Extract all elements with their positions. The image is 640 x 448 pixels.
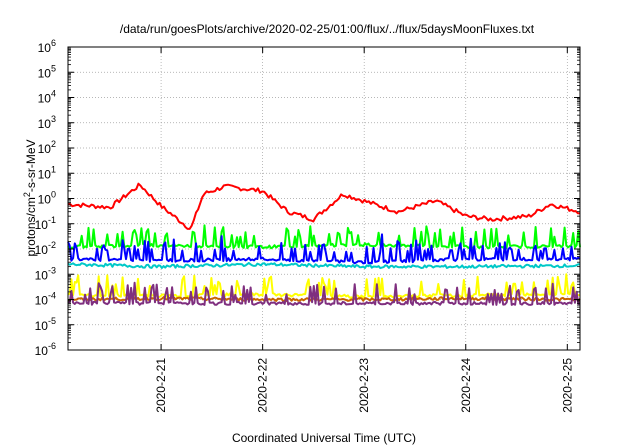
- y-tick-label: 103: [38, 114, 56, 131]
- series-layer: [67, 182, 581, 306]
- x-tick-label: 2020-2-23: [357, 358, 371, 413]
- y-tick-label: 102: [38, 139, 56, 156]
- y-tick-label: 104: [38, 89, 56, 106]
- y-axis-label-rest: -s-sr-MeV: [24, 139, 38, 192]
- y-tick-label: 105: [38, 63, 56, 80]
- y-tick-label: 101: [38, 164, 56, 181]
- y-tick-label: 100: [38, 190, 56, 207]
- y-tick-label: 10-2: [35, 240, 56, 257]
- chart-title: /data/run/goesPlots/archive/2020-02-25/0…: [120, 22, 535, 36]
- y-axis-label: protons/cm2-s-sr-MeV: [22, 139, 38, 256]
- y-axis-label-main: protons/cm: [24, 197, 38, 256]
- series-line-1: [67, 182, 581, 230]
- series-line-7: [68, 281, 581, 306]
- svg-text:protons/cm2-s-sr-MeV: protons/cm2-s-sr-MeV: [22, 139, 38, 256]
- series-line-4: [67, 262, 581, 270]
- x-tick-label: 2020-2-21: [154, 358, 168, 413]
- series-line-3: [67, 233, 581, 265]
- y-axis-label-sup: 2: [22, 192, 32, 197]
- y-tick-label: 10-5: [35, 316, 56, 333]
- y-tick-label: 10-3: [35, 265, 56, 282]
- x-tick-label: 2020-2-25: [560, 358, 574, 413]
- tick-layer: 10-6 10-5 10-4 10-3 10-2 10-1 100 101 102 103 104 1…: [35, 38, 580, 413]
- y-tick-label: 106: [38, 38, 56, 55]
- y-tick-label: 10-1: [35, 215, 56, 232]
- y-tick-label: 10-4: [35, 291, 56, 308]
- y-tick-label: 10-6: [35, 341, 56, 358]
- x-tick-label: 2020-2-22: [256, 358, 270, 413]
- x-tick-label: 2020-2-24: [459, 358, 473, 413]
- series-line-6: [67, 296, 581, 302]
- x-axis-label: Coordinated Universal Time (UTC): [232, 431, 416, 445]
